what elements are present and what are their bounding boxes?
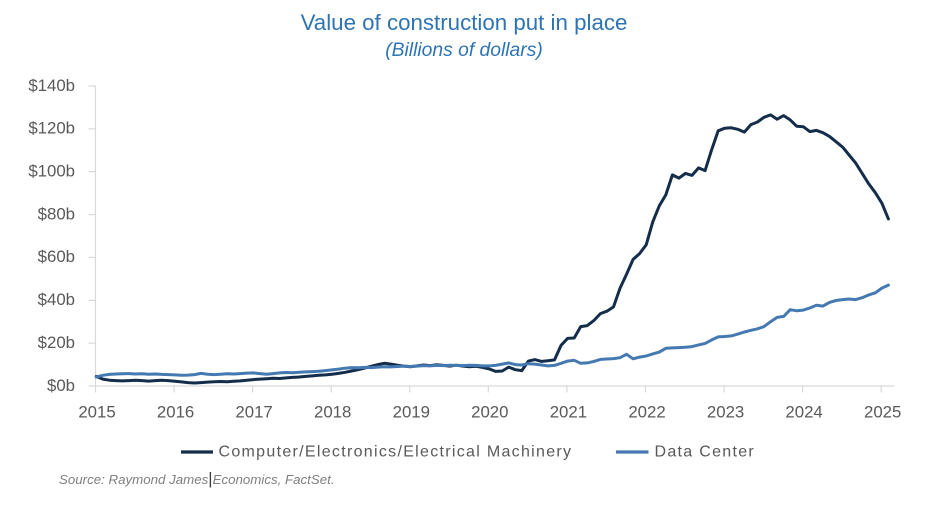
svg-text:2022: 2022 bbox=[628, 403, 665, 422]
svg-text:2017: 2017 bbox=[235, 403, 272, 422]
svg-text:Computer/Electronics/Electrica: Computer/Electronics/Electrical Machiner… bbox=[219, 443, 573, 460]
svg-text:2024: 2024 bbox=[785, 403, 822, 422]
svg-text:2021: 2021 bbox=[550, 403, 587, 422]
svg-text:$80b: $80b bbox=[38, 204, 75, 223]
svg-text:2023: 2023 bbox=[707, 403, 744, 422]
svg-text:(Billions of dollars): (Billions of dollars) bbox=[385, 40, 543, 61]
svg-text:2025: 2025 bbox=[864, 403, 901, 422]
svg-text:Value of construction put in p: Value of construction put in place bbox=[301, 10, 628, 35]
svg-text:$120b: $120b bbox=[28, 119, 75, 138]
svg-text:$0b: $0b bbox=[47, 376, 75, 395]
svg-text:Data Center: Data Center bbox=[655, 443, 756, 460]
svg-text:$100b: $100b bbox=[28, 162, 75, 181]
svg-text:$140b: $140b bbox=[28, 76, 75, 95]
svg-text:$20b: $20b bbox=[38, 333, 75, 352]
svg-text:2020: 2020 bbox=[471, 403, 508, 422]
svg-text:2016: 2016 bbox=[157, 403, 194, 422]
svg-text:$60b: $60b bbox=[38, 247, 75, 266]
svg-text:2015: 2015 bbox=[78, 403, 115, 422]
svg-text:2018: 2018 bbox=[314, 403, 351, 422]
svg-text:$40b: $40b bbox=[38, 290, 75, 309]
svg-text:2019: 2019 bbox=[393, 403, 430, 422]
svg-text:Source: Raymond James|Economic: Source: Raymond James|Economics, FactSet… bbox=[59, 470, 335, 488]
